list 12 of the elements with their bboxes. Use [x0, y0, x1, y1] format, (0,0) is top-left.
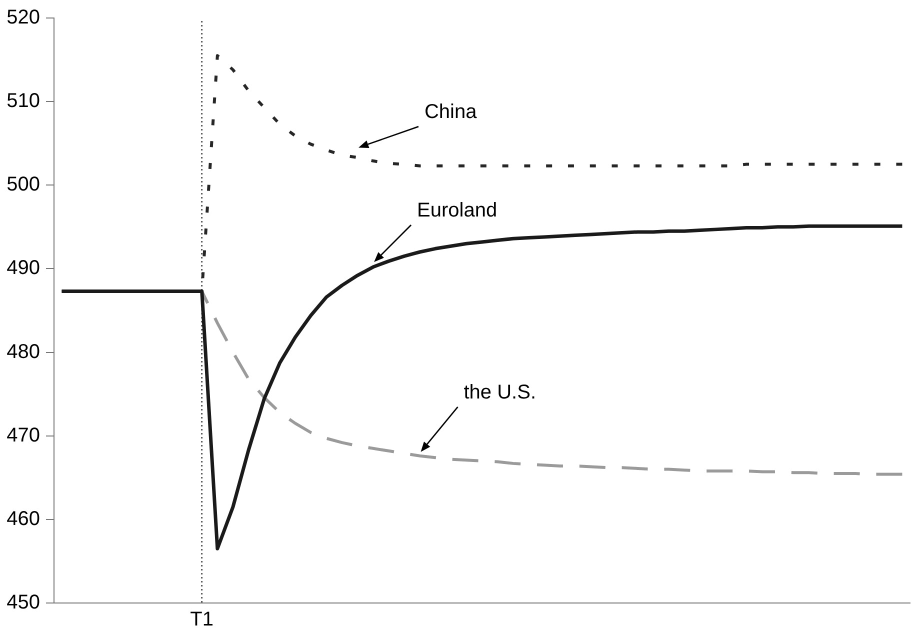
x-tick-label: T1 [190, 608, 214, 629]
text: the U.S. [464, 381, 536, 404]
y-tick-label: 480 [6, 340, 40, 363]
y-tick-label: 470 [6, 424, 40, 446]
series-label: Euroland [417, 200, 498, 222]
y-tick-label: 520 [6, 6, 40, 29]
y-tick-label: 460 [6, 508, 40, 530]
y-tick-label: 510 [6, 90, 40, 112]
y-tick-label: 450 [6, 592, 40, 614]
y-tick-label: 490 [6, 257, 40, 280]
text: China [424, 101, 478, 124]
y-tick-label: 500 [6, 174, 40, 196]
